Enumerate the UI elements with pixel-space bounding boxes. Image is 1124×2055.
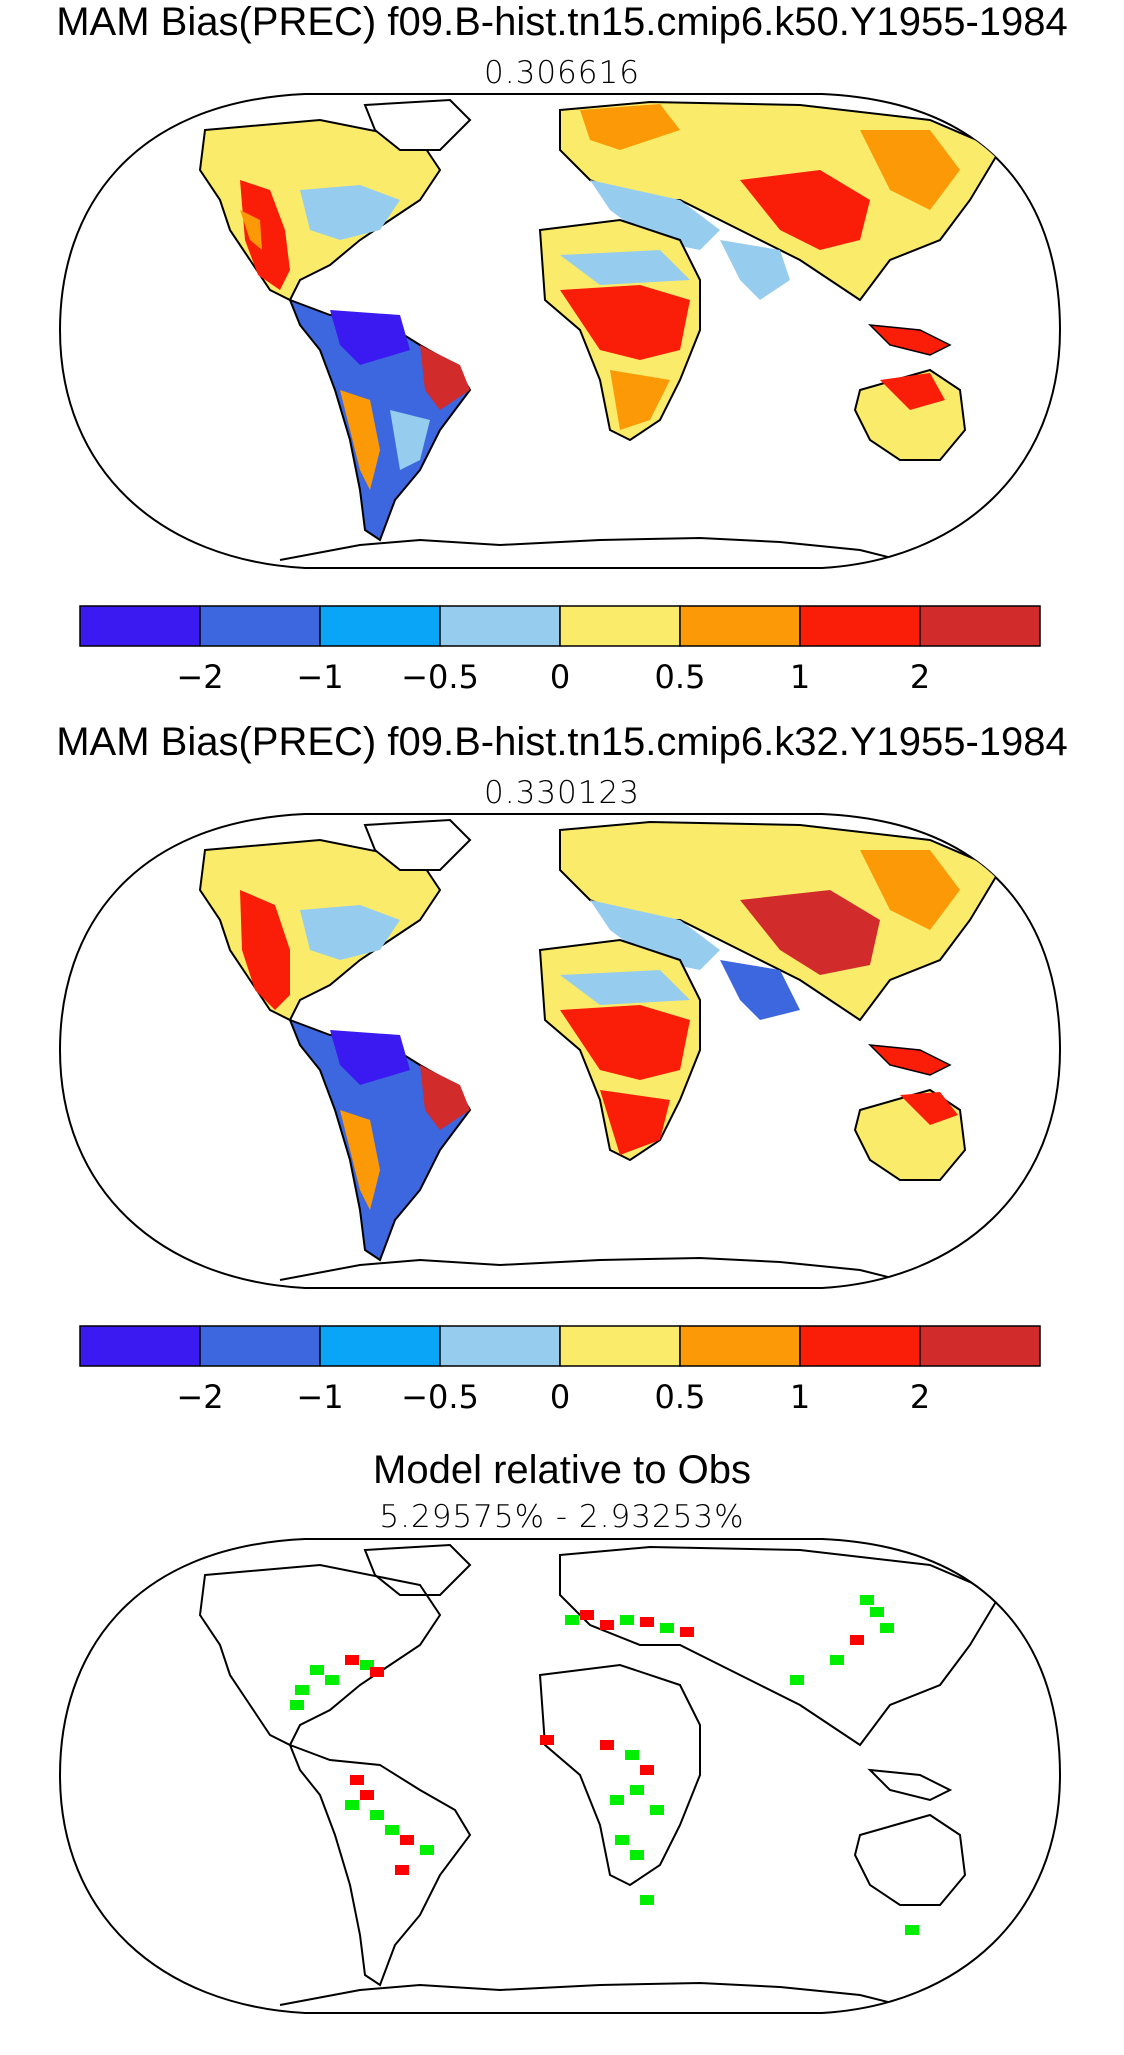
colorbar-swatch	[559, 605, 681, 647]
colorbar-swatch	[919, 605, 1041, 647]
greenland	[363, 98, 472, 151]
highlight-cell	[850, 1635, 864, 1645]
colorbar-tick-label: −1	[296, 658, 343, 696]
highlight-cell	[385, 1825, 399, 1835]
colorbar-swatch	[799, 605, 921, 647]
panel-global-mean: 0.306616	[484, 55, 640, 91]
highlight-cell	[360, 1790, 374, 1800]
highlight-cell	[370, 1810, 384, 1820]
colorbar-tick-label: −1	[296, 1378, 343, 1416]
highlight-cell	[350, 1775, 364, 1785]
panel-k50: MAM Bias(PREC) f09.B-hist.tn15.cmip6.k50…	[0, 0, 1124, 700]
panel-percentages: 5.29575% - 2.93253%	[379, 1499, 745, 1535]
colorbar-tick-label: 2	[910, 1378, 930, 1416]
bias-map-k50	[58, 93, 1062, 569]
panel-k32: MAM Bias(PREC) f09.B-hist.tn15.cmip6.k32…	[0, 720, 1124, 1420]
highlight-cell	[615, 1835, 629, 1845]
colorbar-swatch	[799, 1325, 921, 1367]
colorbar-swatch	[319, 605, 441, 647]
highlight-cell	[905, 1925, 919, 1935]
highlight-cell	[610, 1795, 624, 1805]
highlight-cell	[325, 1675, 339, 1685]
colorbar-swatch	[679, 605, 801, 647]
highlight-cell	[360, 1660, 374, 1670]
highlight-cell	[580, 1610, 594, 1620]
bias-map-k32	[58, 813, 1062, 1289]
colorbar-tick-label: 0.5	[655, 1378, 706, 1416]
highlight-cell	[290, 1700, 304, 1710]
highlight-cell	[640, 1617, 654, 1627]
colorbar-tick-label: 0	[550, 1378, 570, 1416]
highlight-cell	[395, 1865, 409, 1875]
highlight-cell	[540, 1735, 554, 1745]
highlight-cell	[880, 1623, 894, 1633]
colorbar-swatch	[79, 1325, 201, 1367]
highlight-cell	[640, 1895, 654, 1905]
colorbar-tick-label: −0.5	[401, 1378, 479, 1416]
highlight-cell	[600, 1740, 614, 1750]
colorbar-tick-label: −2	[176, 1378, 223, 1416]
colorbar-swatch	[919, 1325, 1041, 1367]
colorbar-swatch	[79, 605, 201, 647]
antarctica-coast	[279, 536, 901, 561]
colorbar-swatch	[679, 1325, 801, 1367]
highlight-cell	[625, 1750, 639, 1760]
colorbar-2: −2 −1 −0.5 0 0.5 1 2	[79, 1325, 1041, 1416]
greenland	[363, 818, 472, 871]
colorbar-swatch	[439, 605, 561, 647]
panel-title: MAM Bias(PREC) f09.B-hist.tn15.cmip6.k32…	[56, 720, 1068, 764]
antarctica-coast	[279, 1256, 901, 1281]
colorbar-swatch	[559, 1325, 681, 1367]
highlight-cell	[370, 1667, 384, 1677]
highlight-cell	[660, 1623, 674, 1633]
highlight-cell	[295, 1685, 309, 1695]
highlight-cell	[630, 1850, 644, 1860]
highlight-cell	[680, 1627, 694, 1637]
highlight-cell	[650, 1805, 664, 1815]
highlight-cell	[420, 1845, 434, 1855]
colorbar-tick-label: 1	[790, 1378, 810, 1416]
colorbar-tick-label: 1	[790, 658, 810, 696]
panel-model-vs-obs: Model relative to Obs 5.29575% - 2.93253…	[0, 1440, 1124, 2040]
panel-title: Model relative to Obs	[373, 1448, 751, 1492]
highlight-cell	[790, 1675, 804, 1685]
colorbar-tick-label: −0.5	[401, 658, 479, 696]
colorbar-swatch	[199, 1325, 321, 1367]
panel-global-mean: 0.330123	[484, 775, 640, 811]
highlight-cell	[620, 1615, 634, 1625]
colorbar-tick-label: 2	[910, 658, 930, 696]
colorbar-swatch	[439, 1325, 561, 1367]
highlight-cell	[630, 1785, 644, 1795]
highlight-cells	[290, 1595, 919, 1935]
colorbar-1: −2 −1 −0.5 0 0.5 1 2	[79, 605, 1041, 696]
highlight-cell	[400, 1835, 414, 1845]
map-frame	[58, 1538, 1062, 2014]
colorbar-tick-label: 0	[550, 658, 570, 696]
highlight-cell	[640, 1765, 654, 1775]
colorbar-tick-label: 0.5	[655, 658, 706, 696]
highlight-cell	[870, 1607, 884, 1617]
relative-map	[58, 1538, 1062, 2014]
highlight-cell	[830, 1655, 844, 1665]
colorbar-swatch	[199, 605, 321, 647]
panel-title: MAM Bias(PREC) f09.B-hist.tn15.cmip6.k50…	[56, 0, 1068, 44]
highlight-cell	[345, 1800, 359, 1810]
highlight-cell	[310, 1665, 324, 1675]
highlight-cell	[345, 1655, 359, 1665]
colorbar-swatch	[319, 1325, 441, 1367]
colorbar-tick-label: −2	[176, 658, 223, 696]
highlight-cell	[860, 1595, 874, 1605]
highlight-cell	[565, 1615, 579, 1625]
highlight-cell	[600, 1620, 614, 1630]
